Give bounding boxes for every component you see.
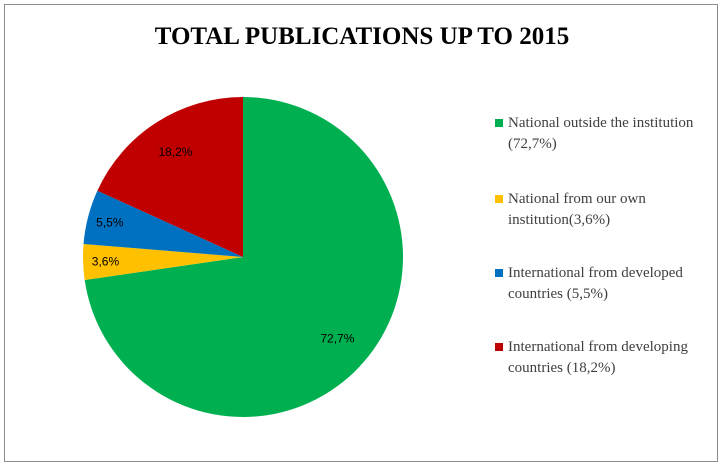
legend-label-1: National outside the institution (72,7%) xyxy=(508,113,715,155)
legend-item-3: International from developed countries (… xyxy=(495,263,715,305)
slice-label-2: 3,6% xyxy=(92,254,120,268)
legend-label-3: International from developed countries (… xyxy=(508,263,715,305)
legend-swatch-4 xyxy=(495,343,503,351)
legend-swatch-3 xyxy=(495,269,503,277)
pie-chart: 72,7% 3,6% 5,5% 18,2% xyxy=(5,5,719,463)
legend-item-1: National outside the institution (72,7%) xyxy=(495,113,715,155)
slice-label-1: 72,7% xyxy=(320,332,354,346)
slice-label-3: 5,5% xyxy=(96,215,124,229)
legend-label-4: International from developing countries … xyxy=(508,337,715,379)
slice-label-4: 18,2% xyxy=(158,145,192,159)
legend-item-2: National from our own institution(3,6%) xyxy=(495,189,715,231)
legend-label-2: National from our own institution(3,6%) xyxy=(508,189,715,231)
legend-item-4: International from developing countries … xyxy=(495,337,715,379)
legend-swatch-2 xyxy=(495,195,503,203)
legend-swatch-1 xyxy=(495,119,503,127)
chart-frame: TOTAL PUBLICATIONS UP TO 2015 72,7% 3,6% 5… xyxy=(4,4,718,462)
